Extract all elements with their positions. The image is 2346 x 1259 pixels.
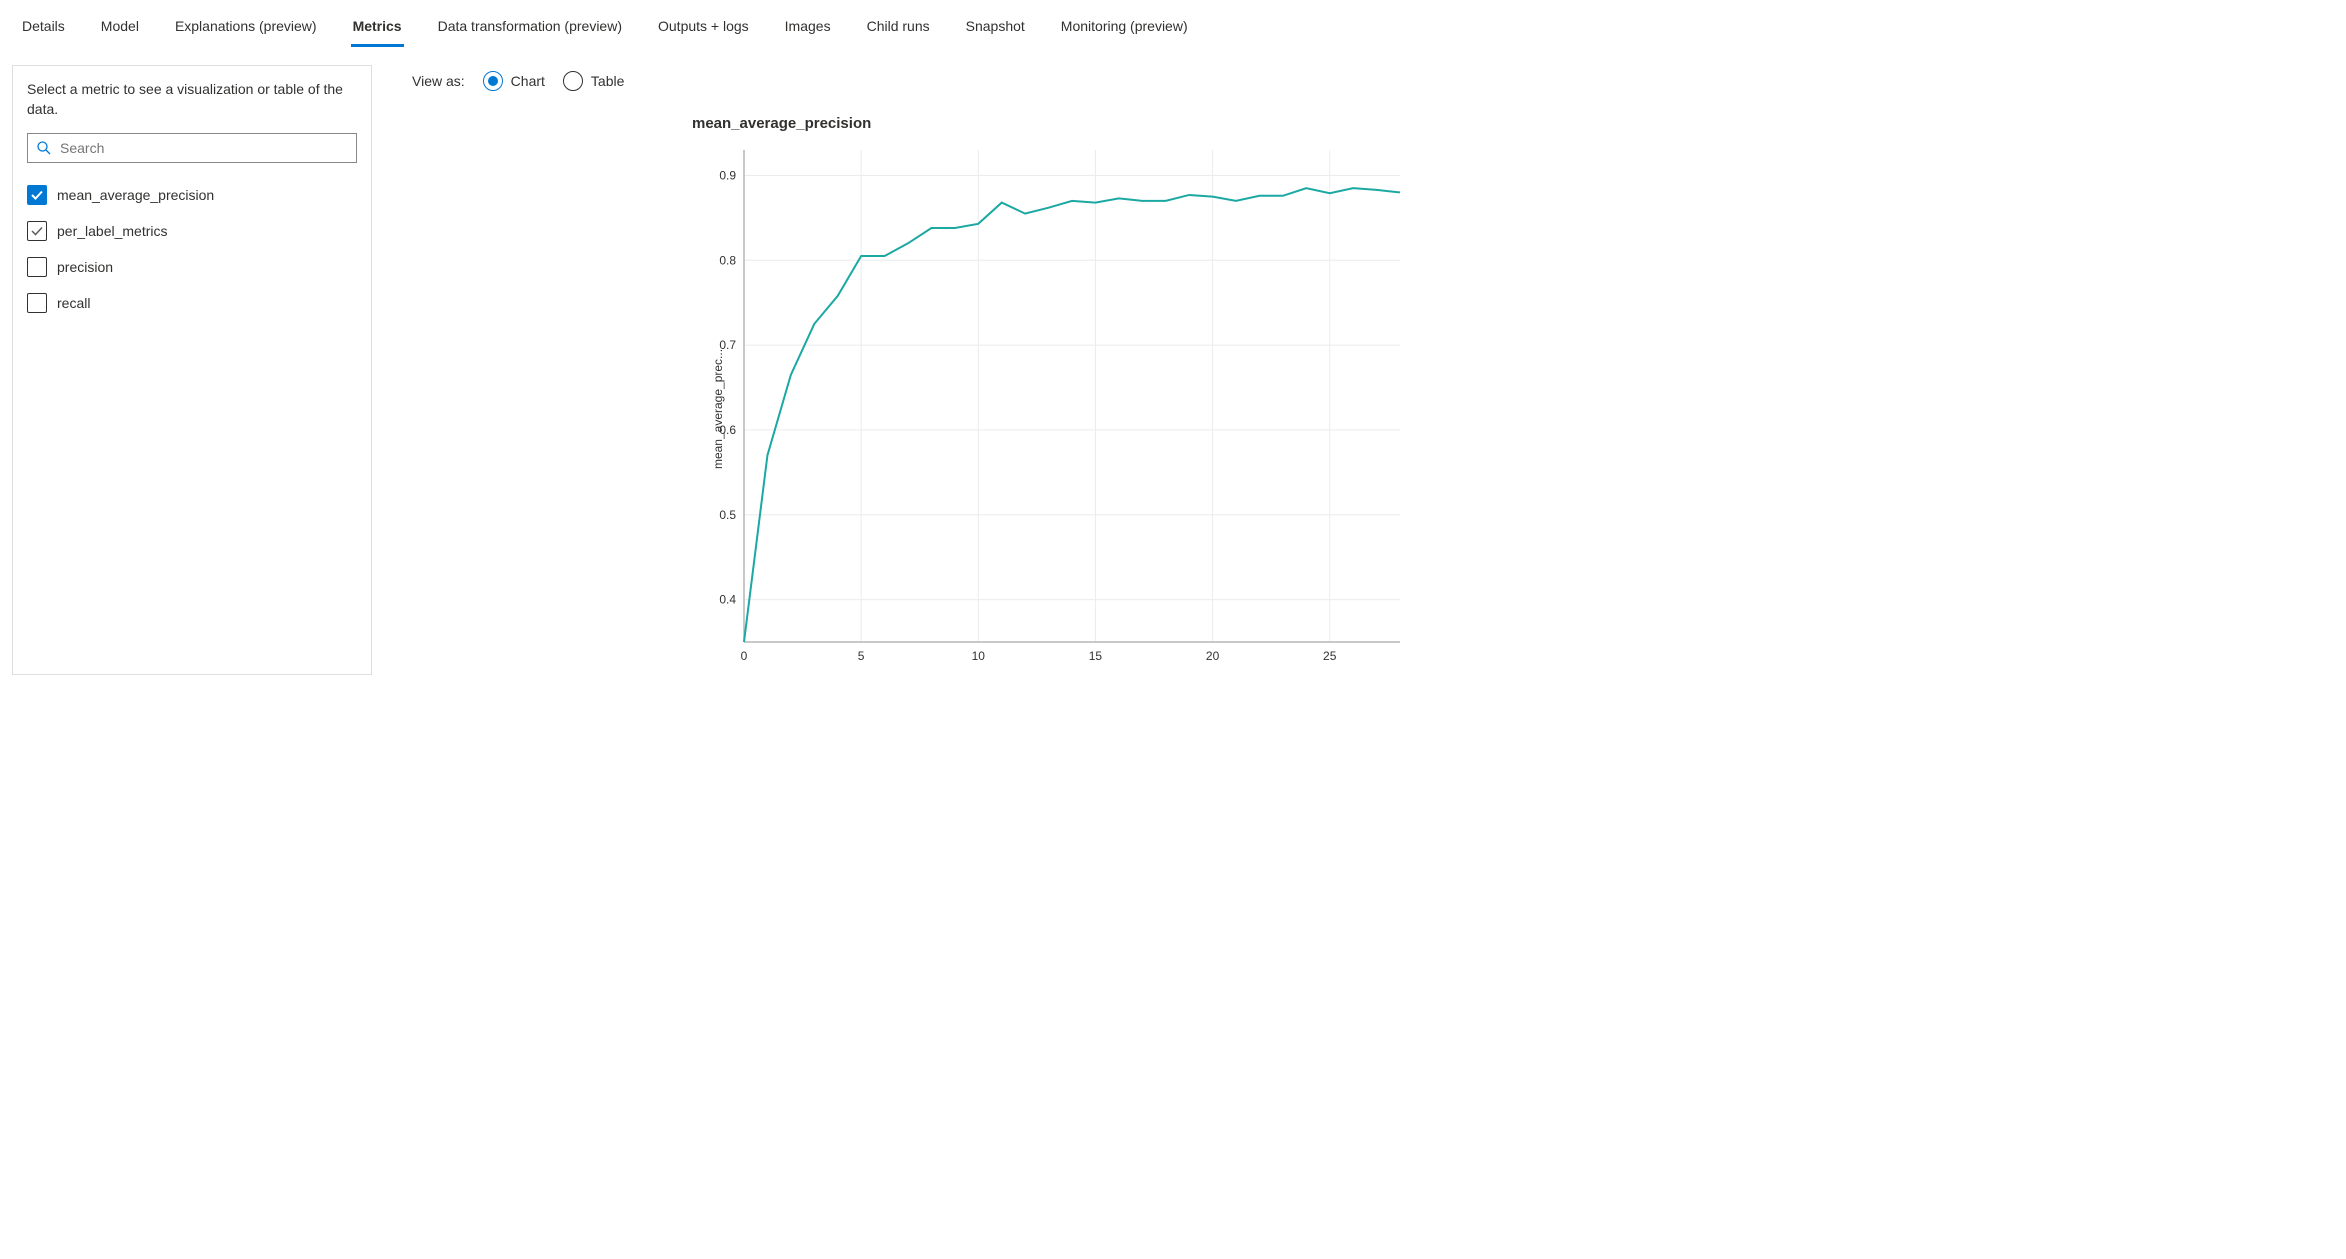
radio-label: Chart [511, 73, 545, 89]
chart-area: mean_average_prec... 0.40.50.60.70.80.90… [692, 142, 2326, 675]
metric-label: precision [57, 259, 113, 275]
search-input[interactable] [60, 140, 348, 156]
svg-text:15: 15 [1089, 649, 1103, 663]
metrics-line-chart: 0.40.50.60.70.80.90510152025 [692, 142, 1412, 672]
checkbox-precision[interactable] [27, 257, 47, 277]
checkbox-recall[interactable] [27, 293, 47, 313]
search-icon [36, 140, 52, 156]
svg-text:0.5: 0.5 [719, 508, 736, 522]
metric-item-recall[interactable]: recall [27, 285, 357, 321]
tab-metrics[interactable]: Metrics [351, 12, 404, 47]
radio-circle-icon [563, 71, 583, 91]
svg-text:0: 0 [741, 649, 748, 663]
view-as-radio-table[interactable]: Table [563, 71, 624, 91]
chart-ylabel: mean_average_prec... [711, 348, 725, 468]
tab-outputs-logs[interactable]: Outputs + logs [656, 12, 751, 47]
metric-label: recall [57, 295, 90, 311]
tab-details[interactable]: Details [20, 12, 67, 47]
radio-circle-icon [483, 71, 503, 91]
checkbox-per-label-metrics[interactable] [27, 221, 47, 241]
view-as-radio-chart[interactable]: Chart [483, 71, 545, 91]
tab-model[interactable]: Model [99, 12, 141, 47]
sidebar-description: Select a metric to see a visualization o… [27, 80, 357, 119]
radio-label: Table [591, 73, 624, 89]
svg-text:5: 5 [858, 649, 865, 663]
tab-data-transformation-preview[interactable]: Data transformation (preview) [436, 12, 624, 47]
content-panel: View as: Chart Table mean_average_precisi… [412, 65, 2326, 675]
tabs-bar: Details Model Explanations (preview) Metric… [0, 0, 2346, 47]
view-as-label: View as: [412, 73, 465, 89]
tab-explanations-preview[interactable]: Explanations (preview) [173, 12, 319, 47]
tab-monitoring-preview[interactable]: Monitoring (preview) [1059, 12, 1190, 47]
svg-text:20: 20 [1206, 649, 1220, 663]
svg-text:25: 25 [1323, 649, 1337, 663]
metric-item-mean-average-precision[interactable]: mean_average_precision [27, 177, 357, 213]
metric-label: per_label_metrics [57, 223, 168, 239]
chart-title: mean_average_precision [692, 115, 2326, 132]
tab-images[interactable]: Images [783, 12, 833, 47]
metric-item-per-label-metrics[interactable]: per_label_metrics [27, 213, 357, 249]
metrics-sidebar: Select a metric to see a visualization o… [12, 65, 372, 675]
checkbox-mean-average-precision[interactable] [27, 185, 47, 205]
svg-text:0.4: 0.4 [719, 593, 736, 607]
view-as-group: View as: Chart Table [412, 71, 2326, 91]
search-input-wrap[interactable] [27, 133, 357, 163]
svg-text:0.9: 0.9 [719, 168, 736, 182]
svg-text:10: 10 [972, 649, 986, 663]
svg-text:0.8: 0.8 [719, 253, 736, 267]
tab-child-runs[interactable]: Child runs [865, 12, 932, 47]
main-content: Select a metric to see a visualization o… [0, 47, 2346, 695]
tab-snapshot[interactable]: Snapshot [964, 12, 1027, 47]
metric-item-precision[interactable]: precision [27, 249, 357, 285]
metric-label: mean_average_precision [57, 187, 214, 203]
metric-list: mean_average_precision per_label_metricsp… [27, 177, 357, 321]
